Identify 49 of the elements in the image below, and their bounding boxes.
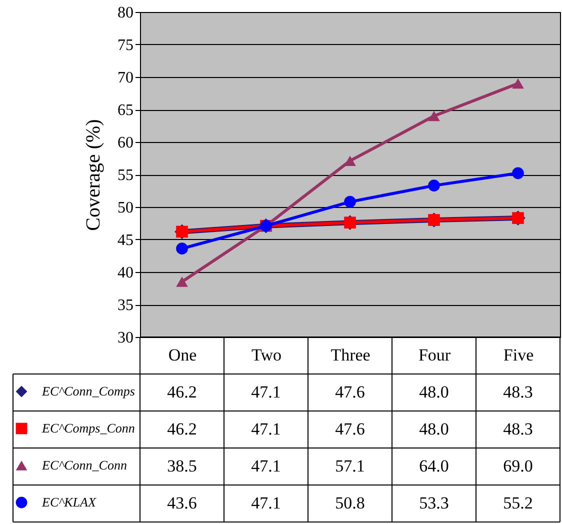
legend-label: EC^Conn_Comps [41,384,135,398]
point [428,180,440,192]
data-label: 46.2 [167,382,197,402]
data-label: 47.1 [251,382,281,402]
data-label: 47.1 [251,456,281,476]
y-tick-label: 35 [118,297,134,314]
point [176,276,188,287]
data-label: 47.6 [335,382,365,402]
data-label: 47.1 [251,420,281,438]
data-label: 53.3 [419,494,449,512]
x-tick-label: Five [503,346,534,364]
y-tick-label: 55 [118,167,134,184]
point [176,242,188,255]
legend-label: EC^KLAX [41,494,97,510]
point [344,156,356,166]
y-tick-label: 45 [118,232,134,249]
data-label: 47.1 [251,494,281,512]
y-tick-label: 65 [118,102,134,119]
data-label: 48.0 [419,420,449,438]
y-tick-label: 80 [118,4,134,22]
data-label: 69.0 [503,456,533,476]
y-tick-label: 60 [118,134,134,152]
data-label: 43.6 [167,494,197,512]
y-tick-label: 40 [118,264,134,282]
y-tick-label: 75 [118,37,134,54]
data-label: 48.0 [419,382,449,402]
legend-label: EC^Comps_Conn [41,420,135,436]
y-tick-label: 50 [118,200,134,216]
data-label: 38.5 [167,456,197,476]
point [512,78,524,89]
y-tick-label: 70 [118,70,134,86]
x-tick-label: Three [330,346,370,364]
x-tick-label: One [168,346,197,364]
data-label: 50.8 [335,494,365,512]
data-label: 46.2 [167,420,197,438]
point [512,167,524,180]
y-axis-title: Coverage (%) [82,119,104,231]
x-tick-label: Four [418,346,451,364]
point [428,110,440,122]
data-label: 47.6 [335,420,365,438]
data-label: 48.3 [503,382,533,402]
legend-label: EC^Conn_Conn [41,458,127,472]
point [344,196,356,208]
x-tick-label: Two [252,346,282,364]
data-label: 48.3 [503,420,533,438]
data-label: 57.1 [335,456,365,476]
data-label: 64.0 [419,456,449,476]
y-tick-label: 30 [118,330,134,346]
data-label: 55.2 [503,494,533,512]
